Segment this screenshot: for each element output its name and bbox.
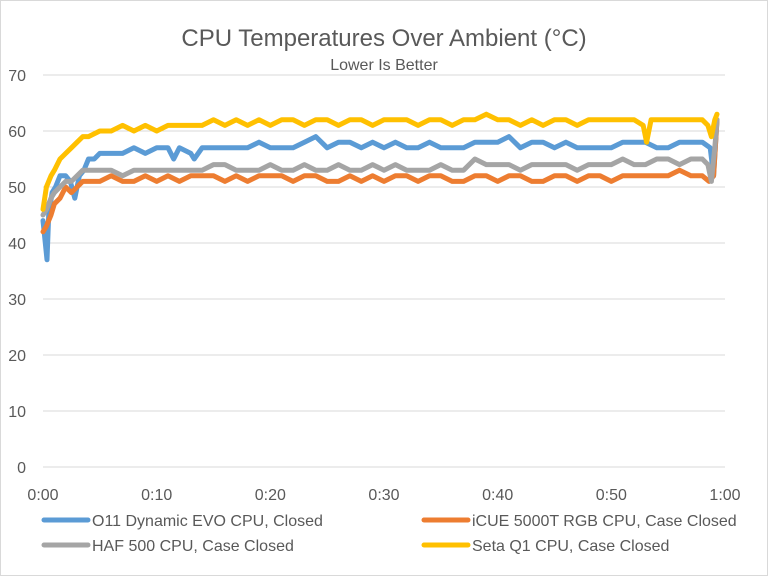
series-line-1 — [40, 117, 720, 263]
series-line-3 — [40, 117, 720, 218]
legend-label-2: iCUE 5000T RGB CPU, Case Closed — [472, 513, 737, 530]
series-lines — [40, 111, 720, 263]
x-tick-label: 0:40 — [482, 487, 513, 504]
chart-subtitle: Lower Is Better — [330, 57, 438, 74]
y-tick-label: 20 — [8, 348, 26, 365]
legend-label-1: O11 Dynamic EVO CPU, Closed — [92, 513, 323, 530]
chart-title: CPU Temperatures Over Ambient (°C) — [181, 25, 586, 52]
y-tick-label: 50 — [8, 180, 26, 197]
x-tick-label: 0:50 — [596, 487, 627, 504]
y-tick-label: 10 — [8, 404, 26, 421]
x-tick-label: 1:00 — [709, 487, 740, 504]
y-tick-label: 0 — [17, 460, 26, 477]
legend-label-4: Seta Q1 CPU, Case Closed — [472, 538, 669, 555]
x-axis-ticks: 0:00 0:10 0:20 0:30 0:40 0:50 1:00 — [27, 487, 740, 504]
x-tick-label: 0:20 — [255, 487, 286, 504]
x-tick-label: 0:00 — [27, 487, 58, 504]
x-tick-label: 0:10 — [141, 487, 172, 504]
x-tick-label: 0:30 — [368, 487, 399, 504]
legend: O11 Dynamic EVO CPU, Closed iCUE 5000T RG… — [41, 513, 737, 555]
gridlines — [43, 74, 725, 468]
y-tick-label: 60 — [8, 124, 26, 141]
series-line-2 — [40, 117, 720, 235]
y-tick-label: 40 — [8, 236, 26, 253]
y-tick-label: 30 — [8, 292, 26, 309]
legend-label-3: HAF 500 CPU, Case Closed — [92, 538, 294, 555]
y-axis-ticks: 0 10 20 30 40 50 60 70 — [8, 68, 26, 477]
series-line-4 — [40, 111, 720, 212]
y-tick-label: 70 — [8, 68, 26, 85]
